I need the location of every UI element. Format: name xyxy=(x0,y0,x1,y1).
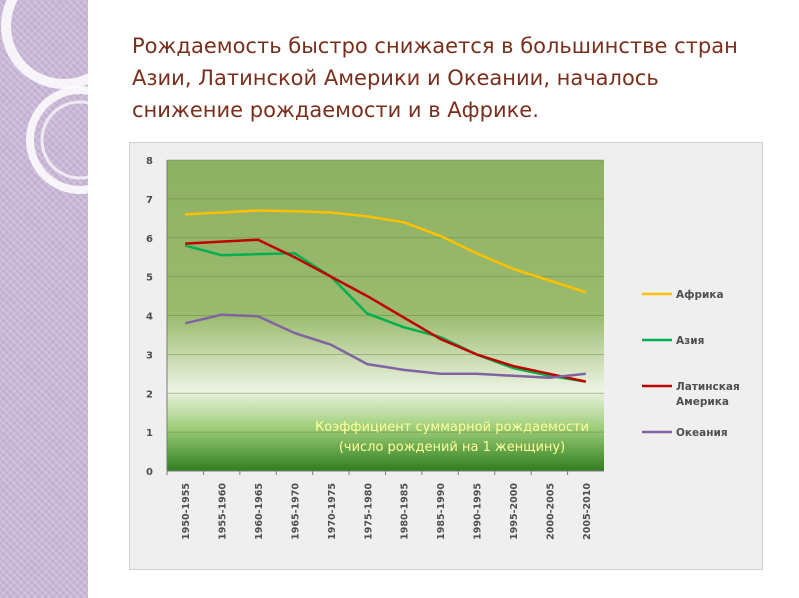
x-tick-label: 1990-1995 xyxy=(473,483,484,540)
x-tick-label: 1955-1960 xyxy=(218,483,229,540)
series-lines xyxy=(184,209,587,383)
legend-label: Азия xyxy=(676,335,704,347)
y-tick-label: 1 xyxy=(146,428,153,439)
series-line xyxy=(185,209,587,294)
y-tick-label: 8 xyxy=(146,156,153,167)
slide-title: Рождаемость быстро снижается в большинст… xyxy=(132,34,738,122)
chart-frame: 0 1 2 3 4 5 6 7 8 1950-1955 1955-1960 1960-1965 196… xyxy=(129,142,763,570)
legend-label: Африка xyxy=(676,289,724,301)
x-tick-label: 1970-1975 xyxy=(327,483,338,540)
x-tick-label: 2000-2005 xyxy=(545,483,556,540)
y-tick-label: 6 xyxy=(146,234,153,245)
legend-label: Океания xyxy=(676,427,728,439)
decorative-side-strip xyxy=(0,0,88,598)
y-tick-label: 5 xyxy=(146,273,153,284)
x-tick-label: 1960-1965 xyxy=(254,483,265,540)
x-tick-label: 2005-2010 xyxy=(582,483,593,540)
y-tick-label: 2 xyxy=(146,389,153,400)
x-axis: 1950-1955 1955-1960 1960-1965 1965-1970 1970… xyxy=(166,470,604,540)
series-line xyxy=(184,313,586,379)
x-tick-label: 1950-1955 xyxy=(181,483,192,540)
fertility-line-chart: 0 1 2 3 4 5 6 7 8 1950-1955 1955-1960 1960-1965 196… xyxy=(146,156,740,540)
legend-label: Латинская xyxy=(676,381,740,393)
y-tick-label: 0 xyxy=(146,467,153,478)
y-tick-label: 7 xyxy=(146,195,153,206)
x-tick-label: 1965-1970 xyxy=(290,483,301,540)
x-tick-label: 1995-2000 xyxy=(509,483,520,540)
x-tick-label: 1980-1985 xyxy=(400,483,411,540)
annotation-line: (число рождений на 1 женщину) xyxy=(339,440,565,455)
grid-lines xyxy=(167,159,604,433)
y-tick-label: 4 xyxy=(146,312,153,323)
legend-label: Америка xyxy=(676,396,729,408)
x-tick-label: 1975-1980 xyxy=(363,483,374,540)
series-line xyxy=(184,244,586,383)
x-tick-label: 1985-1990 xyxy=(436,483,447,540)
legend: Африка Азия Латинская Америка Океания xyxy=(642,289,740,439)
annotation-line: Коэффициент суммарной рождаемости xyxy=(315,420,589,435)
y-axis: 0 1 2 3 4 5 6 7 8 xyxy=(146,156,168,478)
series-line xyxy=(185,238,587,383)
decorative-circles xyxy=(1,0,134,194)
y-tick-label: 3 xyxy=(146,350,153,361)
chart-annotation: Коэффициент суммарной рождаемости (число … xyxy=(315,420,589,455)
